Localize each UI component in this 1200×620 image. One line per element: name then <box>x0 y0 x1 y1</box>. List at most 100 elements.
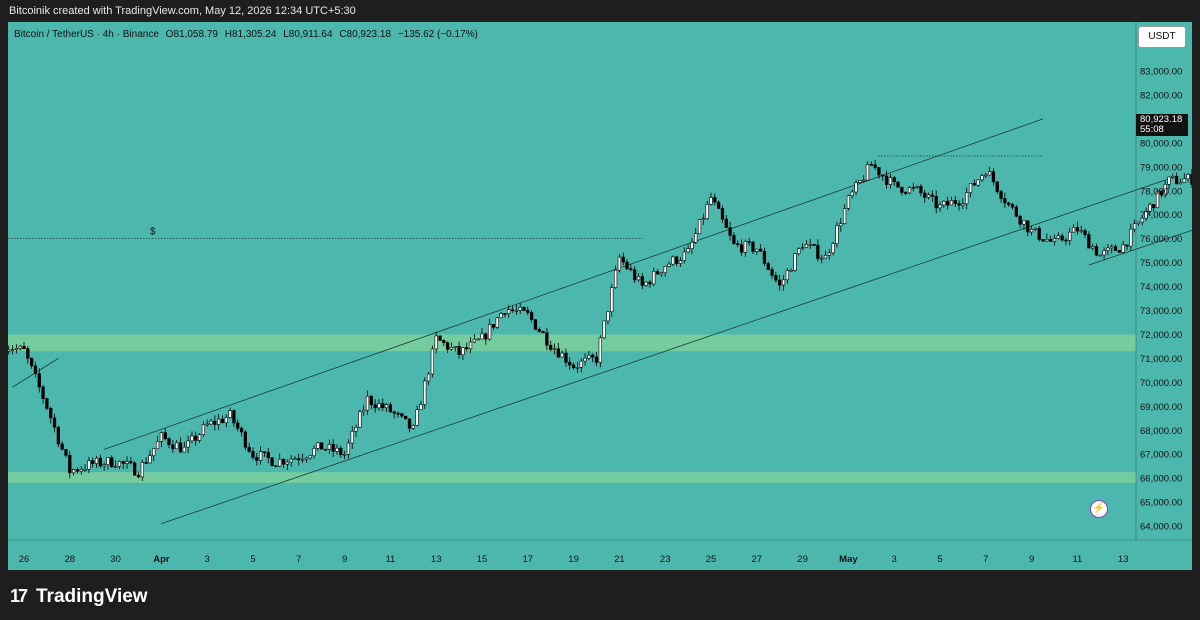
candle-up <box>1163 183 1167 196</box>
x-tick-label: 3 <box>892 554 897 565</box>
candle-up <box>888 177 893 185</box>
candle-down <box>881 174 885 177</box>
candle-down <box>762 250 767 264</box>
candle-down <box>178 442 183 453</box>
trendline <box>161 178 1170 525</box>
candle-up <box>94 457 99 464</box>
candle-up <box>1186 173 1190 180</box>
chart-pane[interactable]: $83,000.0082,000.0081,000.0080,000.0079,… <box>8 22 1192 570</box>
candle-up <box>106 457 110 465</box>
candle-up <box>1133 223 1137 230</box>
lightning-icon[interactable]: ⚡ <box>1090 500 1108 518</box>
candle-up <box>10 349 15 351</box>
candle-up <box>365 395 370 411</box>
candle-up <box>335 447 339 452</box>
candle-up <box>800 247 805 250</box>
candle-down <box>52 417 57 428</box>
x-tick-label: 25 <box>706 554 717 565</box>
candle-down <box>163 432 167 439</box>
candle-up <box>617 256 622 271</box>
candle-down <box>919 186 923 194</box>
candle-up <box>850 191 854 196</box>
candle-down <box>934 195 938 209</box>
change-value: −135.62 (−0.17%) <box>397 29 478 40</box>
y-tick-label: 74,000.00 <box>1140 282 1182 293</box>
candle-up <box>197 434 202 441</box>
y-tick-label: 80,000.00 <box>1140 138 1182 149</box>
candle-up <box>610 287 614 313</box>
candle-down <box>1190 173 1192 185</box>
y-tick-label: 82,000.00 <box>1140 90 1182 101</box>
candle-down <box>739 244 744 253</box>
candle-down <box>133 462 137 476</box>
candle-down <box>26 348 30 359</box>
y-tick-label: 68,000.00 <box>1140 426 1182 437</box>
candle-down <box>533 319 538 330</box>
candle-up <box>342 453 347 456</box>
candle-up <box>1045 239 1049 242</box>
candle-down <box>877 167 881 176</box>
candle-up <box>709 197 713 205</box>
y-tick-label: 83,000.00 <box>1140 67 1182 78</box>
candle-down <box>232 410 236 424</box>
candle-up <box>846 195 851 209</box>
candle-up <box>793 253 797 271</box>
x-tick-label: 11 <box>1072 554 1082 565</box>
candle-down <box>121 461 125 464</box>
candle-down <box>568 362 572 366</box>
candle-down <box>1152 204 1156 209</box>
candle-down <box>770 269 774 276</box>
candle-up <box>175 442 179 450</box>
candle-up <box>842 208 847 224</box>
candle-up <box>453 346 457 348</box>
tradingview-logo[interactable]: 17 TradingView <box>10 586 148 608</box>
candle-up <box>308 455 312 459</box>
candle-down <box>144 462 148 464</box>
candle-up <box>495 317 499 328</box>
candle-down <box>213 420 217 425</box>
candle-up <box>781 279 786 286</box>
candle-down <box>1026 220 1030 233</box>
candle-up <box>854 182 858 193</box>
candle-up <box>682 251 686 261</box>
candle-up <box>598 337 602 363</box>
candle-down <box>778 279 782 286</box>
candle-up <box>140 462 144 478</box>
candle-up <box>468 341 473 350</box>
y-tick-label: 64,000.00 <box>1140 522 1182 533</box>
candle-up <box>938 204 942 209</box>
candle-down <box>1094 246 1099 256</box>
candle-down <box>243 431 248 448</box>
candle-up <box>480 333 484 340</box>
candle-up <box>426 373 431 382</box>
candle-down <box>537 329 541 332</box>
candle-down <box>1010 204 1015 208</box>
candle-down <box>564 352 568 363</box>
x-tick-label: 28 <box>65 554 76 565</box>
candle-down <box>522 307 526 311</box>
candle-up <box>785 270 789 281</box>
candle-down <box>995 181 999 192</box>
candle-down <box>999 191 1003 199</box>
candle-down <box>373 404 377 409</box>
candle-up <box>316 442 320 449</box>
candle-down <box>816 244 820 259</box>
candle-up <box>507 309 511 314</box>
candle-up <box>487 324 492 340</box>
candle-down <box>747 241 751 243</box>
currency-button[interactable]: USDT <box>1138 26 1186 48</box>
candle-down <box>484 333 488 340</box>
price-chart[interactable]: $83,000.0082,000.0081,000.0080,000.0079,… <box>8 22 1192 570</box>
candle-down <box>556 348 560 358</box>
y-tick-label: 78,000.00 <box>1140 186 1182 197</box>
candle-down <box>49 408 53 419</box>
candle-up <box>499 313 503 319</box>
candle-down <box>320 442 324 450</box>
x-tick-label: 7 <box>983 554 988 565</box>
candle-up <box>575 367 580 369</box>
candle-down <box>640 276 644 286</box>
candle-down <box>45 398 49 409</box>
candle-down <box>991 171 996 183</box>
candle-down <box>407 418 412 429</box>
candle-down <box>594 356 599 363</box>
